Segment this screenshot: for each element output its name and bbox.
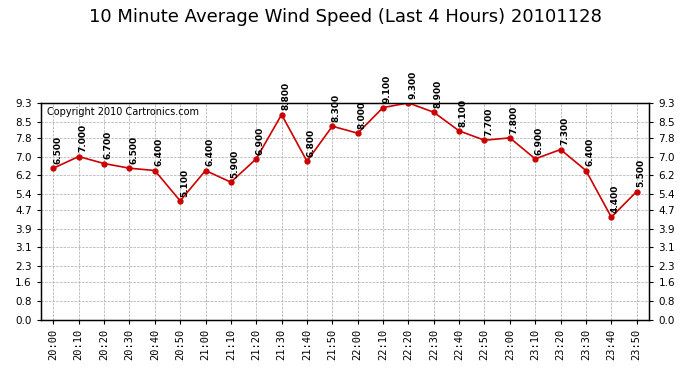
Text: 7.700: 7.700 [484,108,493,136]
Text: 5.100: 5.100 [180,168,189,196]
Text: 8.100: 8.100 [459,99,468,127]
Text: 7.000: 7.000 [79,124,88,152]
Text: 8.800: 8.800 [282,82,290,110]
Text: 6.500: 6.500 [53,136,62,164]
Text: 4.400: 4.400 [611,184,620,213]
Text: 6.700: 6.700 [104,131,112,159]
Text: 7.300: 7.300 [560,117,569,146]
Text: 5.900: 5.900 [230,150,239,178]
Text: 10 Minute Average Wind Speed (Last 4 Hours) 20101128: 10 Minute Average Wind Speed (Last 4 Hou… [88,8,602,26]
Text: 5.500: 5.500 [636,159,645,188]
Text: 7.800: 7.800 [509,105,518,134]
Text: 6.400: 6.400 [586,138,595,166]
Text: 8.900: 8.900 [433,80,442,108]
Text: 9.300: 9.300 [408,70,417,99]
Text: 6.400: 6.400 [205,138,214,166]
Text: 6.800: 6.800 [306,129,315,157]
Text: 6.900: 6.900 [535,126,544,155]
Text: 6.400: 6.400 [155,138,164,166]
Text: Copyright 2010 Cartronics.com: Copyright 2010 Cartronics.com [47,107,199,117]
Text: 6.900: 6.900 [256,126,265,155]
Text: 6.500: 6.500 [129,136,138,164]
Text: 9.100: 9.100 [383,75,392,104]
Text: 8.000: 8.000 [357,101,366,129]
Text: 8.300: 8.300 [332,94,341,122]
